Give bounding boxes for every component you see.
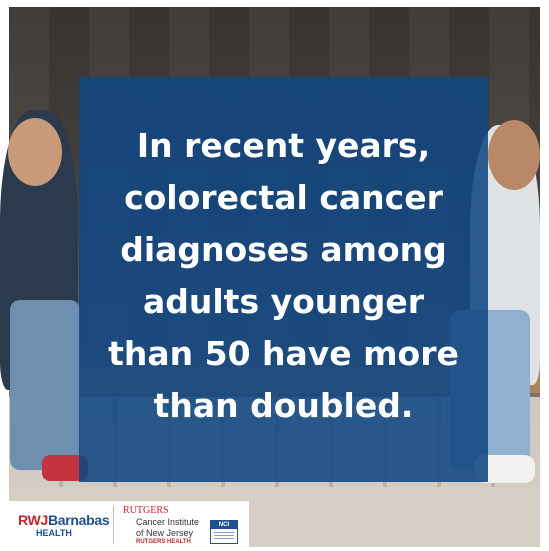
rutgers-wordmark: RUTGERS (123, 505, 169, 516)
headline-panel (79, 77, 488, 482)
headline-line-4: adults younger (142, 282, 425, 321)
headline-line-5: than 50 have more (108, 334, 459, 373)
logo-strip (9, 501, 249, 547)
rutgers-health-label: RUTGERS HEALTH (136, 539, 191, 545)
rwj-health-label: HEALTH (36, 528, 72, 538)
nci-fine-print (214, 532, 234, 540)
nci-badge-icon: NCI (210, 520, 238, 544)
rwjbarnabas-logo: RWJBarnabas (18, 512, 110, 528)
logo-divider (113, 506, 114, 544)
nci-label: NCI (211, 521, 237, 529)
person-right-head (488, 120, 540, 190)
headline: In recent years, colorectal cancer diagn… (79, 120, 488, 432)
rwj-prefix: RWJ (18, 512, 48, 528)
headline-line-6: than doubled. (153, 386, 414, 425)
person-left-head (8, 118, 62, 186)
headline-line-3: diagnoses among (120, 230, 447, 269)
rwj-name: Barnabas (47, 512, 110, 528)
headline-line-1: In recent years, (136, 126, 431, 165)
person-left-legs (10, 300, 80, 470)
cinj-line-1: Cancer Institute (136, 517, 200, 527)
headline-line-2: colorectal cancer (124, 178, 443, 217)
cinj-line-2: of New Jersey (136, 528, 194, 538)
